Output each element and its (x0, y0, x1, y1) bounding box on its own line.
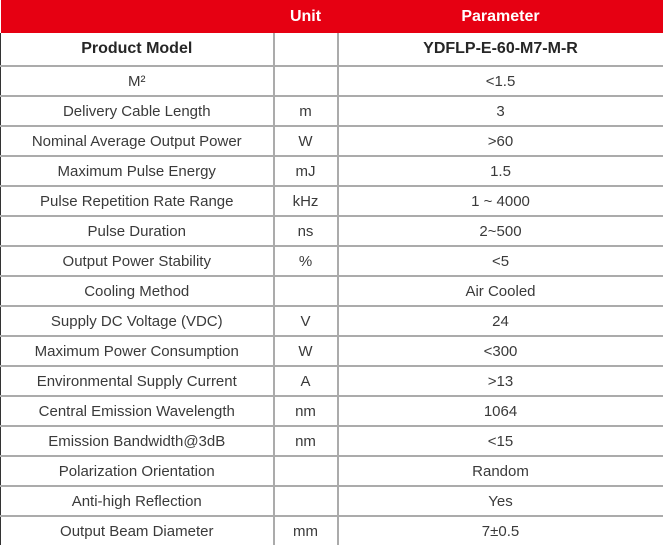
unit-cell: V (272, 305, 339, 337)
value-cell: <300 (336, 335, 663, 367)
table-row: Pulse Repetition Rate Range kHz 1 ~ 4000 (0, 185, 663, 217)
value-cell: Yes (336, 485, 663, 517)
table-row: Maximum Power Consumption W <300 (0, 335, 663, 367)
value-cell: 1064 (336, 395, 663, 427)
row-label-cell: Polarization Orientation (0, 455, 275, 487)
value-cell: 3 (336, 95, 663, 127)
header-unit-cell: Unit (273, 0, 338, 33)
value-cell: 2~500 (336, 215, 663, 247)
table-row: Nominal Average Output Power W >60 (0, 125, 663, 157)
row-label-cell: Output Power Stability (0, 245, 275, 277)
unit-cell (272, 455, 339, 487)
unit-cell: ns (272, 215, 339, 247)
row-label-cell: Supply DC Voltage (VDC) (0, 305, 275, 337)
table-row: Polarization Orientation Random (0, 455, 663, 487)
value-cell: <15 (336, 425, 663, 457)
table-row-product-model: Product Model YDFLP-E-60-M7-M-R (0, 33, 663, 67)
header-parameter-cell: Parameter (337, 0, 663, 33)
unit-cell: W (272, 125, 339, 157)
value-cell: >60 (336, 125, 663, 157)
value-cell: 1.5 (336, 155, 663, 187)
unit-cell (272, 65, 339, 97)
table-row: Delivery Cable Length m 3 (0, 95, 663, 127)
row-label-cell: M² (0, 65, 275, 97)
value-cell: YDFLP-E-60-M7-M-R (336, 33, 663, 67)
table-row: M² <1.5 (0, 65, 663, 97)
unit-cell: kHz (272, 185, 339, 217)
unit-cell (272, 275, 339, 307)
table-row: Environmental Supply Current A >13 (0, 365, 663, 397)
row-label-cell: Product Model (0, 33, 275, 67)
row-label-cell: Pulse Repetition Rate Range (0, 185, 275, 217)
row-label-cell: Maximum Pulse Energy (0, 155, 275, 187)
value-cell: 24 (336, 305, 663, 337)
table-row: Central Emission Wavelength nm 1064 (0, 395, 663, 427)
value-cell: <5 (336, 245, 663, 277)
unit-cell: A (272, 365, 339, 397)
unit-cell: % (272, 245, 339, 277)
value-cell: Random (336, 455, 663, 487)
row-label-cell: Output Beam Diameter (0, 515, 275, 545)
header-model-cell (0, 0, 274, 33)
row-label-cell: Central Emission Wavelength (0, 395, 275, 427)
table-row: Maximum Pulse Energy mJ 1.5 (0, 155, 663, 187)
row-label-cell: Environmental Supply Current (0, 365, 275, 397)
row-label-cell: Anti-high Reflection (0, 485, 275, 517)
table-row: Anti-high Reflection Yes (0, 485, 663, 517)
unit-cell: nm (272, 425, 339, 457)
unit-cell: m (272, 95, 339, 127)
row-label-cell: Nominal Average Output Power (0, 125, 275, 157)
unit-cell (272, 485, 339, 517)
unit-cell: W (272, 335, 339, 367)
unit-cell: nm (272, 395, 339, 427)
row-label-cell: Cooling Method (0, 275, 275, 307)
value-cell: 7±0.5 (336, 515, 663, 545)
row-label-cell: Emission Bandwidth@3dB (0, 425, 275, 457)
value-cell: Air Cooled (336, 275, 663, 307)
row-label-cell: Delivery Cable Length (0, 95, 275, 127)
unit-cell: mJ (272, 155, 339, 187)
value-cell: >13 (336, 365, 663, 397)
table-row: Pulse Duration ns 2~500 (0, 215, 663, 247)
table-row: Supply DC Voltage (VDC) V 24 (0, 305, 663, 337)
table-header-row: Unit Parameter (0, 0, 663, 33)
unit-cell: mm (272, 515, 339, 545)
value-cell: 1 ~ 4000 (336, 185, 663, 217)
row-label-cell: Maximum Power Consumption (0, 335, 275, 367)
row-label-cell: Pulse Duration (0, 215, 275, 247)
value-cell: <1.5 (336, 65, 663, 97)
table-row: Cooling Method Air Cooled (0, 275, 663, 307)
table-row: Output Beam Diameter mm 7±0.5 (0, 515, 663, 545)
unit-cell (272, 33, 339, 67)
table-row: Emission Bandwidth@3dB nm <15 (0, 425, 663, 457)
table-row: Output Power Stability % <5 (0, 245, 663, 277)
